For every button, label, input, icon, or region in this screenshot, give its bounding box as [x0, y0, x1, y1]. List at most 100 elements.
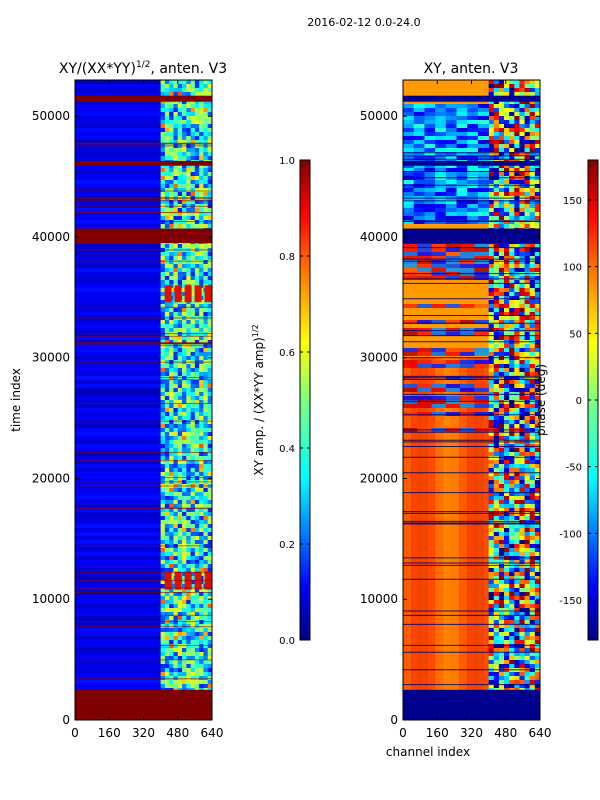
heatmap-cell: [164, 148, 170, 152]
heatmap-cell: [509, 320, 515, 324]
heatmap-cell: [186, 420, 191, 424]
heatmap-cell: [169, 672, 174, 676]
heatmap-cell: [514, 164, 520, 168]
heatmap-cell: [529, 128, 536, 132]
heatmap-cell: [514, 584, 520, 588]
heatmap-cell: [203, 280, 209, 284]
heatmap-cell: [169, 524, 174, 528]
heatmap-cell: [75, 348, 161, 352]
heatmap-cell: [164, 116, 170, 120]
heatmap-cell: [435, 148, 447, 152]
heatmap-cell: [190, 272, 196, 276]
heatmap-cell: [194, 124, 200, 128]
heatmap-cell: [203, 568, 209, 572]
heatmap-cell: [514, 328, 520, 332]
heatmap-cell: [164, 216, 170, 220]
x-tick-label: 0: [399, 726, 407, 740]
heatmap-cell: [456, 172, 468, 176]
heatmap-cell: [498, 292, 505, 296]
heatmap-cell: [199, 560, 204, 564]
heatmap-cell: [199, 440, 204, 444]
heatmap-cell: [504, 316, 510, 320]
heatmap-cell: [519, 116, 525, 120]
heatmap-cell: [190, 88, 196, 92]
heatmap-cell: [529, 276, 536, 280]
heatmap-cell: [529, 504, 536, 508]
heatmap-cell: [186, 680, 191, 684]
heatmap-cell: [207, 448, 212, 452]
heatmap-cell: [524, 104, 531, 108]
heatmap-cell: [190, 584, 196, 588]
heatmap-cell: [524, 600, 531, 604]
heatmap-cell: [509, 112, 515, 116]
y-tick-label: 20000: [32, 471, 70, 485]
heatmap-cell: [534, 660, 540, 664]
heatmap-cell: [207, 412, 212, 416]
heatmap-cell: [534, 140, 540, 144]
heatmap-cell: [199, 556, 204, 560]
heatmap-cell: [164, 280, 170, 284]
heatmap-cell: [169, 412, 174, 416]
heatmap-cell: [403, 148, 415, 152]
heatmap-cell: [504, 648, 510, 652]
heatmap-cell: [509, 188, 515, 192]
heatmap-cell: [514, 572, 520, 576]
heatmap-cell: [177, 460, 183, 464]
x-tick-label: 160: [98, 726, 121, 740]
heatmap-cell: [169, 456, 174, 460]
heatmap-cell: [498, 244, 505, 248]
heatmap-cell: [431, 260, 447, 264]
heatmap-cell: [75, 452, 161, 456]
heatmap-cell: [160, 392, 166, 396]
heatmap-cell: [445, 216, 457, 220]
heatmap-cell: [509, 264, 515, 268]
heatmap-cell: [160, 100, 166, 104]
heatmap-cell: [529, 516, 536, 520]
heatmap-cell: [203, 624, 209, 628]
heatmap-cell: [509, 156, 515, 160]
heatmap-cell: [160, 472, 166, 476]
heatmap-cell: [169, 496, 174, 500]
heatmap-cell: [207, 384, 212, 388]
heatmap-cell: [186, 452, 191, 456]
heatmap-cell: [160, 176, 166, 180]
heatmap-cell: [177, 520, 183, 524]
heatmap-cell: [169, 136, 174, 140]
heatmap-cell: [190, 140, 196, 144]
heatmap-cell: [190, 504, 196, 508]
heatmap-cell: [504, 420, 510, 424]
heatmap-cell: [160, 256, 166, 260]
heatmap-cell: [160, 632, 166, 636]
heatmap-cell: [493, 600, 500, 604]
heatmap-cell: [514, 252, 520, 256]
heatmap-cell: [514, 156, 520, 160]
heatmap-cell: [182, 340, 187, 344]
heatmap-cell: [169, 416, 174, 420]
heatmap-cell: [164, 308, 170, 312]
heatmap-cell: [509, 116, 515, 120]
heatmap-cell: [519, 404, 525, 408]
heatmap-cell: [164, 600, 170, 604]
heatmap-cell: [186, 280, 191, 284]
heatmap-cell: [194, 412, 200, 416]
heatmap-cell: [199, 640, 204, 644]
heatmap-cell: [435, 156, 447, 160]
heatmap-cell: [207, 212, 212, 216]
heatmap-cell: [498, 400, 505, 404]
heatmap-cell: [498, 276, 505, 280]
heatmap-cell: [173, 364, 179, 368]
heatmap-cell: [199, 540, 204, 544]
heatmap-cell: [75, 516, 161, 520]
heatmap-cell: [435, 188, 447, 192]
heatmap-cell: [474, 360, 489, 364]
heatmap-cell: [164, 596, 170, 600]
heatmap-cell: [498, 256, 505, 260]
heatmap-cell: [417, 276, 432, 280]
heatmap-cell: [498, 596, 505, 600]
heatmap-cell: [534, 100, 540, 104]
heatmap-cell: [207, 492, 212, 496]
heatmap-cell: [190, 308, 196, 312]
heatmap-cell: [456, 104, 468, 108]
heatmap-cell: [514, 552, 520, 556]
heatmap-cell: [424, 132, 436, 136]
